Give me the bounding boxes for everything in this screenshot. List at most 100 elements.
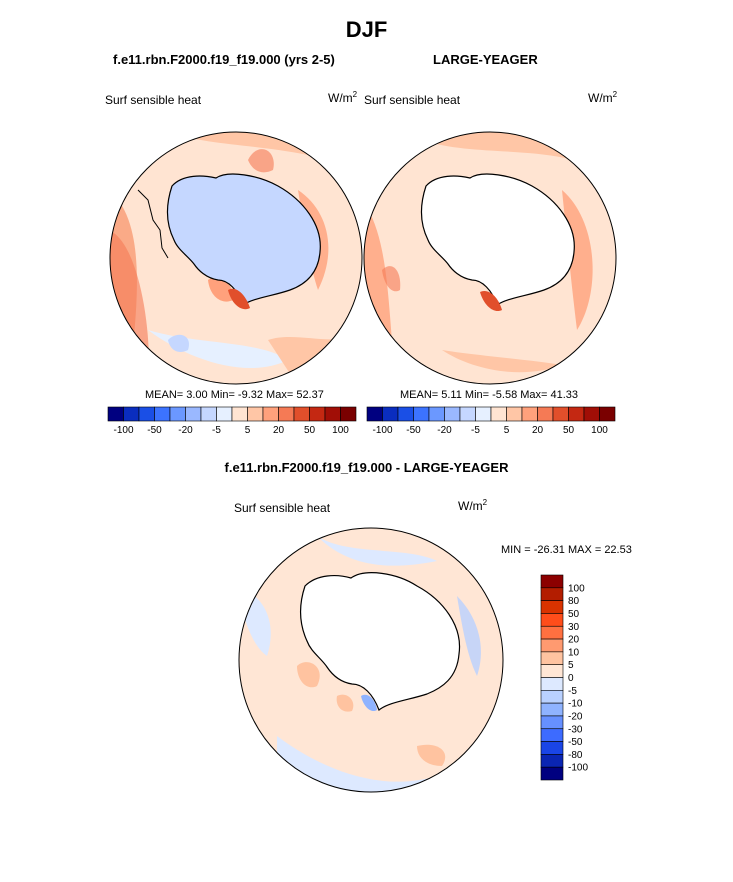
right-colorbar-tick-label: 100 — [591, 425, 608, 436]
diff-colorbar-box — [540, 690, 564, 704]
diff-colorbar-box — [540, 638, 564, 653]
left-colorbar-tick-label: -20 — [178, 425, 193, 436]
right-colorbar: -100 -50 -20 -5 5 20 50 100 — [366, 406, 616, 436]
right-colorbar-box — [506, 406, 523, 422]
left-polar-map — [109, 131, 363, 385]
right-colorbar-box — [444, 406, 461, 422]
right-colorbar-tick-label: 5 — [504, 425, 510, 436]
left-colorbar-box — [123, 406, 140, 422]
left-case-title: f.e11.rbn.F2000.f19_f19.000 (yrs 2-5) — [113, 52, 335, 67]
left-colorbar-box — [138, 406, 155, 422]
left-colorbar-box — [278, 406, 295, 422]
right-colorbar-box — [475, 406, 492, 422]
page-title: DJF — [345, 17, 388, 42]
right-colorbar-tick-label: -100 — [372, 425, 392, 436]
left-colorbar-box — [247, 406, 264, 422]
left-colorbar-box — [262, 406, 279, 422]
diff-colorbar-box — [540, 702, 564, 717]
right-case-title: LARGE-YEAGER — [433, 52, 538, 67]
left-colorbar-tick-label: -50 — [147, 425, 162, 436]
right-colorbar-box — [428, 406, 445, 422]
left-colorbar-box — [309, 406, 326, 422]
right-colorbar-box — [413, 406, 430, 422]
left-colorbar-box — [169, 406, 186, 422]
diff-units-exp: 2 — [482, 498, 488, 507]
diff-colorbar-tick-label: 80 — [568, 596, 580, 607]
left-variable-label: Surf sensible heat — [105, 93, 202, 107]
left-units-base: W/m — [328, 91, 353, 105]
diff-variable-label: Surf sensible heat — [234, 501, 331, 515]
diff-colorbar-tick-label: 0 — [568, 673, 574, 684]
left-colorbar-box — [324, 406, 341, 422]
left-colorbar-box — [185, 406, 202, 422]
right-colorbar-tick-label: 20 — [532, 425, 544, 436]
diff-colorbar-tick-label: -5 — [568, 686, 577, 697]
right-stats: MEAN= 5.11 Min= -5.58 Max= 41.33 — [400, 389, 579, 401]
right-colorbar-tick-label: 50 — [563, 425, 575, 436]
right-colorbar-box — [583, 406, 600, 422]
diff-colorbar-box — [540, 754, 564, 768]
diff-colorbar-box — [540, 664, 564, 678]
left-colorbar-tick-label: 20 — [273, 425, 285, 436]
right-colorbar-box — [382, 406, 399, 422]
left-colorbar-box — [216, 406, 233, 422]
diff-colorbar-box — [540, 741, 564, 755]
right-colorbar-box — [366, 406, 383, 422]
left-colorbar-tick-label: 100 — [332, 425, 349, 436]
diff-colorbar-box — [540, 574, 564, 589]
left-colorbar-box — [107, 406, 124, 422]
diff-colorbar-box — [540, 587, 564, 601]
left-colorbar-tick-label: -5 — [212, 425, 221, 436]
diff-colorbar-box — [540, 677, 564, 691]
left-colorbar-box — [154, 406, 171, 422]
left-colorbar-tick-label: 50 — [304, 425, 316, 436]
right-colorbar-box — [537, 406, 554, 422]
diff-units-base: W/m — [458, 499, 483, 513]
diff-colorbar-tick-label: 50 — [568, 609, 580, 620]
diff-colorbar-box — [540, 625, 564, 640]
diff-colorbar-tick-label: -10 — [568, 699, 583, 710]
diff-colorbar-tick-label: -50 — [568, 737, 583, 748]
diff-units-label: W/m2 — [458, 498, 487, 513]
diff-colorbar-tick-label: 10 — [568, 647, 580, 658]
left-colorbar-box — [340, 406, 357, 422]
difference-polar-map — [238, 527, 504, 793]
diff-colorbar-box — [540, 613, 564, 627]
diff-colorbar-tick-label: 5 — [568, 660, 574, 671]
right-colorbar-box — [521, 406, 538, 422]
right-colorbar-box — [568, 406, 585, 422]
left-colorbar-tick-label: -100 — [113, 425, 133, 436]
right-colorbar-box — [552, 406, 569, 422]
right-units-label: W/m2 — [588, 90, 617, 105]
diff-colorbar-tick-label: 30 — [568, 622, 580, 633]
right-units-base: W/m — [588, 91, 613, 105]
diff-title: f.e11.rbn.F2000.f19_f19.000 - LARGE-YEAG… — [224, 460, 509, 475]
diff-minmax: MIN = -26.31 MAX = 22.53 — [501, 544, 632, 556]
right-colorbar-box — [397, 406, 414, 422]
right-colorbar-tick-label: -5 — [471, 425, 480, 436]
right-colorbar-box — [459, 406, 476, 422]
left-colorbar: -100 -50 -20 -5 5 20 50 100 — [107, 406, 357, 436]
diff-colorbar-tick-label: 100 — [568, 583, 585, 594]
left-colorbar-tick-label: 5 — [245, 425, 251, 436]
diff-colorbar-tick-label: -80 — [568, 750, 583, 761]
right-variable-label: Surf sensible heat — [364, 93, 461, 107]
diff-colorbar-box — [540, 728, 564, 742]
diff-colorbar-tick-label: -100 — [568, 763, 588, 774]
left-colorbar-box — [231, 406, 248, 422]
right-colorbar-box — [490, 406, 507, 422]
right-colorbar-tick-label: -50 — [406, 425, 421, 436]
right-polar-map — [363, 131, 617, 385]
left-units-label: W/m2 — [328, 90, 357, 105]
left-colorbar-box — [293, 406, 310, 422]
left-stats: MEAN= 3.00 Min= -9.32 Max= 52.37 — [145, 389, 324, 401]
left-units-exp: 2 — [352, 90, 358, 99]
diff-colorbar-box — [540, 766, 564, 781]
left-colorbar-box — [200, 406, 217, 422]
diff-colorbar-box — [540, 651, 564, 665]
diff-colorbar-tick-label: 20 — [568, 635, 580, 646]
right-colorbar-box — [599, 406, 616, 422]
right-colorbar-tick-label: -20 — [437, 425, 452, 436]
right-units-exp: 2 — [612, 90, 618, 99]
